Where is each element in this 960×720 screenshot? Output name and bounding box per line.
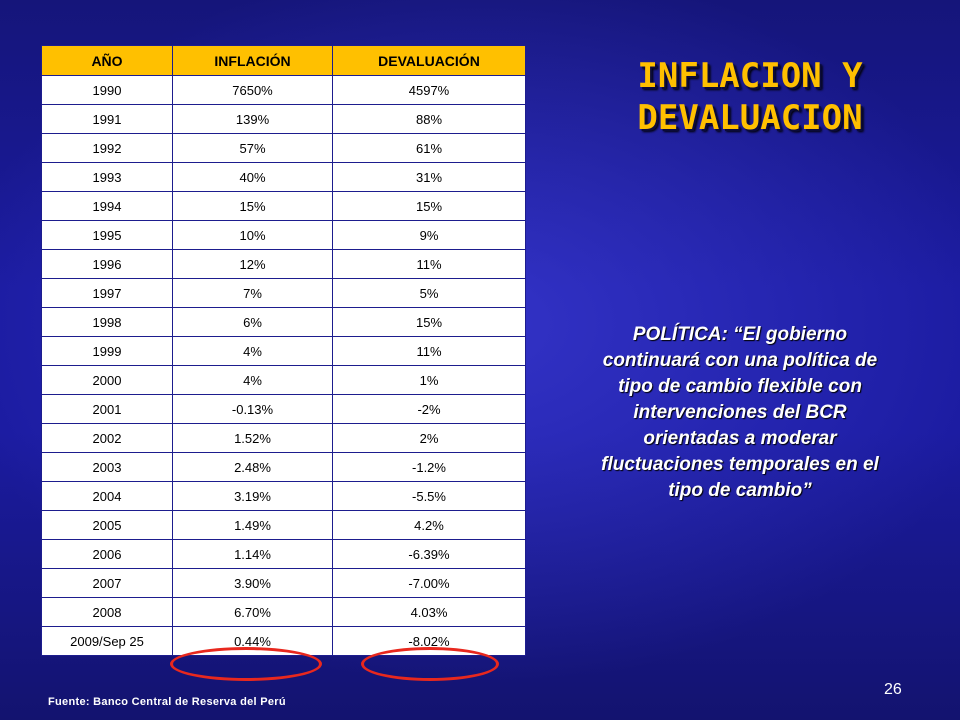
inflation-cell: 4% <box>172 365 333 395</box>
devaluation-cell: 31% <box>332 162 526 192</box>
year-cell: 2000 <box>41 365 173 395</box>
devaluation-cell: 15% <box>332 307 526 337</box>
table-row: 1996 12% 11% <box>41 249 526 279</box>
devaluation-cell: -5.5% <box>332 481 526 511</box>
source-note: Fuente: Banco Central de Reserva del Per… <box>48 696 286 708</box>
devaluation-cell: 11% <box>332 336 526 366</box>
inflation-cell: 2.48% <box>172 452 333 482</box>
table-row: 2008 6.70% 4.03% <box>41 597 526 627</box>
inflation-cell: 7% <box>172 278 333 308</box>
year-cell: 2007 <box>41 568 173 598</box>
devaluation-cell: -1.2% <box>332 452 526 482</box>
inflation-cell: 1.14% <box>172 539 333 569</box>
inflation-cell: 15% <box>172 191 333 221</box>
devaluation-cell: 11% <box>332 249 526 279</box>
devaluation-cell: 61% <box>332 133 526 163</box>
inflation-cell: 57% <box>172 133 333 163</box>
inflation-cell: 12% <box>172 249 333 279</box>
year-cell: 1993 <box>41 162 173 192</box>
inflation-devaluation-table: AÑO INFLACIÓN DEVALUACIÓN 1990 7650% 4597%… <box>41 45 526 656</box>
inflation-cell: 0.44% <box>172 626 333 656</box>
page-number: 26 <box>884 681 902 698</box>
inflation-cell: -0.13% <box>172 394 333 424</box>
year-cell: 1991 <box>41 104 173 134</box>
table-row: 1991 139% 88% <box>41 104 526 134</box>
table-row: 1993 40% 31% <box>41 162 526 192</box>
inflation-cell: 3.90% <box>172 568 333 598</box>
devaluation-cell: 2% <box>332 423 526 453</box>
inflation-cell: 6.70% <box>172 597 333 627</box>
year-cell: 2003 <box>41 452 173 482</box>
header-year: AÑO <box>41 45 173 76</box>
year-cell: 2006 <box>41 539 173 569</box>
table-row: 2000 4% 1% <box>41 365 526 395</box>
table-row: 1998 6% 15% <box>41 307 526 337</box>
title-line-2: DEVALUACION <box>637 98 863 138</box>
year-cell: 2009/Sep 25 <box>41 626 173 656</box>
policy-statement: POLÍTICA: “El gobierno continuará con un… <box>601 324 879 501</box>
year-cell: 2005 <box>41 510 173 540</box>
devaluation-cell: 4.2% <box>332 510 526 540</box>
slide-title: INFLACION Y DEVALUACION <box>560 55 940 139</box>
devaluation-cell: -8.02% <box>332 626 526 656</box>
year-cell: 2004 <box>41 481 173 511</box>
table-header-row: AÑO INFLACIÓN DEVALUACIÓN <box>41 45 526 76</box>
table-row: 2006 1.14% -6.39% <box>41 539 526 569</box>
header-devaluation: DEVALUACIÓN <box>332 45 526 76</box>
inflation-cell: 4% <box>172 336 333 366</box>
inflation-cell: 40% <box>172 162 333 192</box>
inflation-cell: 6% <box>172 307 333 337</box>
devaluation-cell: 15% <box>332 191 526 221</box>
devaluation-cell: -2% <box>332 394 526 424</box>
devaluation-cell: 4.03% <box>332 597 526 627</box>
table-row: 1999 4% 11% <box>41 336 526 366</box>
table-row: 1992 57% 61% <box>41 133 526 163</box>
inflation-cell: 10% <box>172 220 333 250</box>
table-row: 1995 10% 9% <box>41 220 526 250</box>
year-cell: 1995 <box>41 220 173 250</box>
table-row: 2007 3.90% -7.00% <box>41 568 526 598</box>
table-row: 2003 2.48% -1.2% <box>41 452 526 482</box>
table-row: 2009/Sep 25 0.44% -8.02% <box>41 626 526 656</box>
year-cell: 2002 <box>41 423 173 453</box>
year-cell: 1990 <box>41 75 173 105</box>
year-cell: 1998 <box>41 307 173 337</box>
devaluation-cell: -6.39% <box>332 539 526 569</box>
devaluation-cell: 4597% <box>332 75 526 105</box>
header-inflation: INFLACIÓN <box>172 45 333 76</box>
devaluation-cell: 88% <box>332 104 526 134</box>
year-cell: 1992 <box>41 133 173 163</box>
table-row: 1994 15% 15% <box>41 191 526 221</box>
year-cell: 1996 <box>41 249 173 279</box>
year-cell: 1999 <box>41 336 173 366</box>
inflation-cell: 1.52% <box>172 423 333 453</box>
title-line-1: INFLACION Y <box>637 56 863 96</box>
devaluation-cell: -7.00% <box>332 568 526 598</box>
table-row: 1990 7650% 4597% <box>41 75 526 105</box>
year-cell: 2008 <box>41 597 173 627</box>
inflation-cell: 139% <box>172 104 333 134</box>
table-row: 2002 1.52% 2% <box>41 423 526 453</box>
inflation-cell: 7650% <box>172 75 333 105</box>
devaluation-cell: 5% <box>332 278 526 308</box>
year-cell: 1997 <box>41 278 173 308</box>
table-body: 1990 7650% 4597% 1991 139% 88% 1992 57% 61% 1993 4… <box>41 75 526 656</box>
year-cell: 1994 <box>41 191 173 221</box>
devaluation-cell: 9% <box>332 220 526 250</box>
year-cell: 2001 <box>41 394 173 424</box>
table-row: 2004 3.19% -5.5% <box>41 481 526 511</box>
devaluation-cell: 1% <box>332 365 526 395</box>
inflation-cell: 3.19% <box>172 481 333 511</box>
table-row: 2001 -0.13% -2% <box>41 394 526 424</box>
inflation-cell: 1.49% <box>172 510 333 540</box>
table-row: 1997 7% 5% <box>41 278 526 308</box>
table-row: 2005 1.49% 4.2% <box>41 510 526 540</box>
